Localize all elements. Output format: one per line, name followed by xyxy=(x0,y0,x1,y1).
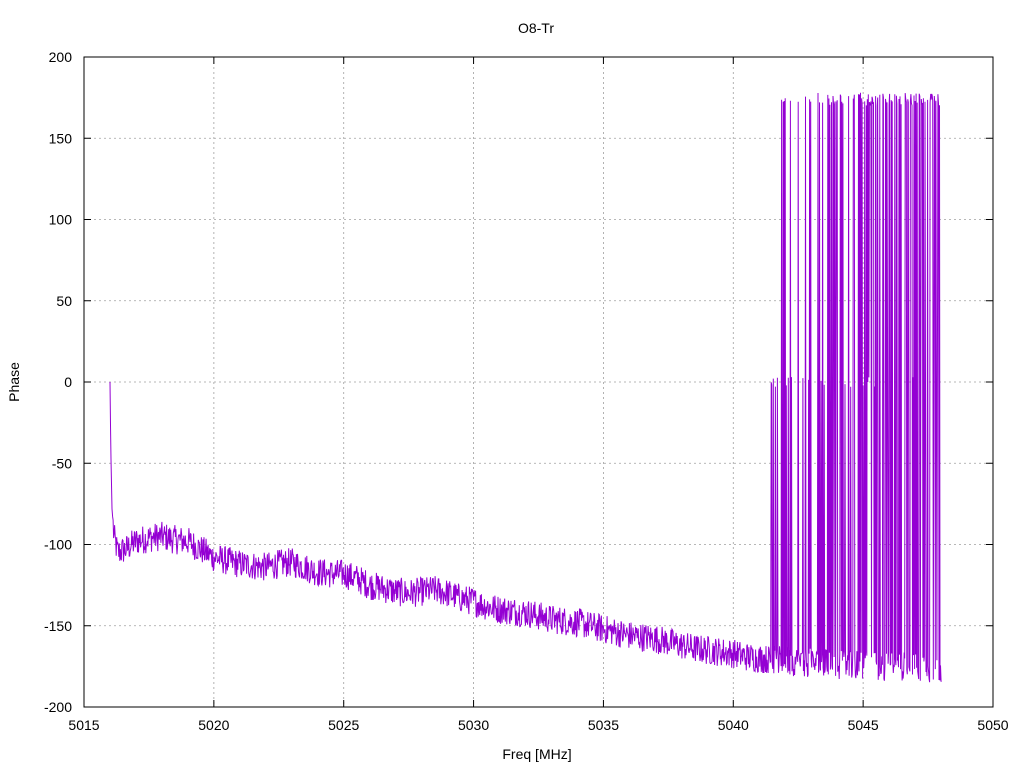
x-tick-label: 5020 xyxy=(198,717,229,733)
y-axis-title: Phase xyxy=(6,362,22,402)
y-tick-labels: -200 -150 -100 -50 0 50 100 150 200 xyxy=(44,49,72,715)
plot-frame xyxy=(83,56,994,708)
y-tick-label: 200 xyxy=(49,49,73,65)
series-line-phase xyxy=(109,92,942,683)
y-tick-label: -200 xyxy=(44,699,72,715)
x-tick-label: 5030 xyxy=(458,717,489,733)
y-tick-label: -100 xyxy=(44,537,72,553)
y-tick-label: -50 xyxy=(52,455,72,471)
x-tick-label: 5045 xyxy=(848,717,879,733)
y-tick-label: 150 xyxy=(49,130,73,146)
y-tick-label: -150 xyxy=(44,618,72,634)
x-tick-label: 5050 xyxy=(977,717,1008,733)
y-tick-label: 50 xyxy=(56,293,72,309)
grid xyxy=(84,57,993,707)
x-axis-title: Freq [MHz] xyxy=(502,746,571,762)
x-tick-labels: 5015 5020 5025 5030 5035 5040 5045 5050 xyxy=(68,717,1008,733)
y-tick-label: 0 xyxy=(64,374,72,390)
y-tick-label: 100 xyxy=(49,212,73,228)
x-tick-label: 5040 xyxy=(718,717,749,733)
x-tick-label: 5015 xyxy=(68,717,99,733)
x-tick-label: 5025 xyxy=(328,717,359,733)
x-tick-label: 5035 xyxy=(588,717,619,733)
chart-title: O8-Tr xyxy=(518,20,554,36)
